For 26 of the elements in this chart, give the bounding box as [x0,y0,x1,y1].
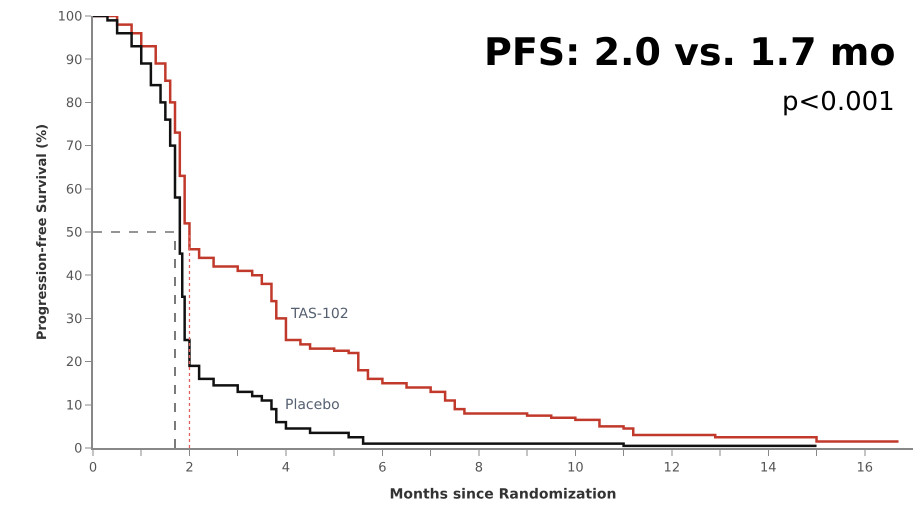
x-tick-label: 0 [88,460,98,476]
y-tick-label: 0 [74,442,82,457]
x-tick-label: 12 [664,460,680,476]
annotation: Placebo [285,397,340,413]
x-tick-label: 2 [185,460,194,476]
text: p<0.001 [782,87,895,117]
chart-title: PFS: 2.0 vs. 1.7 mo [484,30,896,74]
y-tick-label: 50 [66,226,82,241]
y-tick-label: 30 [66,312,82,327]
x-tick-label: 14 [760,460,777,476]
y-tick-label: 60 [66,182,82,198]
x-tick-label: 8 [474,460,484,476]
y-tick-label: 20 [66,355,82,370]
y-tick-label: 90 [66,52,82,68]
y-axis-title: Progression-free Survival (%) [35,124,50,340]
x-tick-label: 10 [567,460,584,476]
y-tick-label: 100 [58,10,82,25]
y-tick-label: 10 [66,398,82,414]
x-tick-label: 4 [282,460,290,476]
y-tick-label: 80 [66,96,82,111]
x-axis-title: Months since Randomization [389,486,617,502]
y-tick-label: 70 [66,139,82,154]
annotation: TAS-102 [290,306,349,322]
y-tick-label: 40 [66,268,82,284]
x-tick-label: 6 [378,460,387,476]
x-tick-label: 16 [856,460,874,476]
